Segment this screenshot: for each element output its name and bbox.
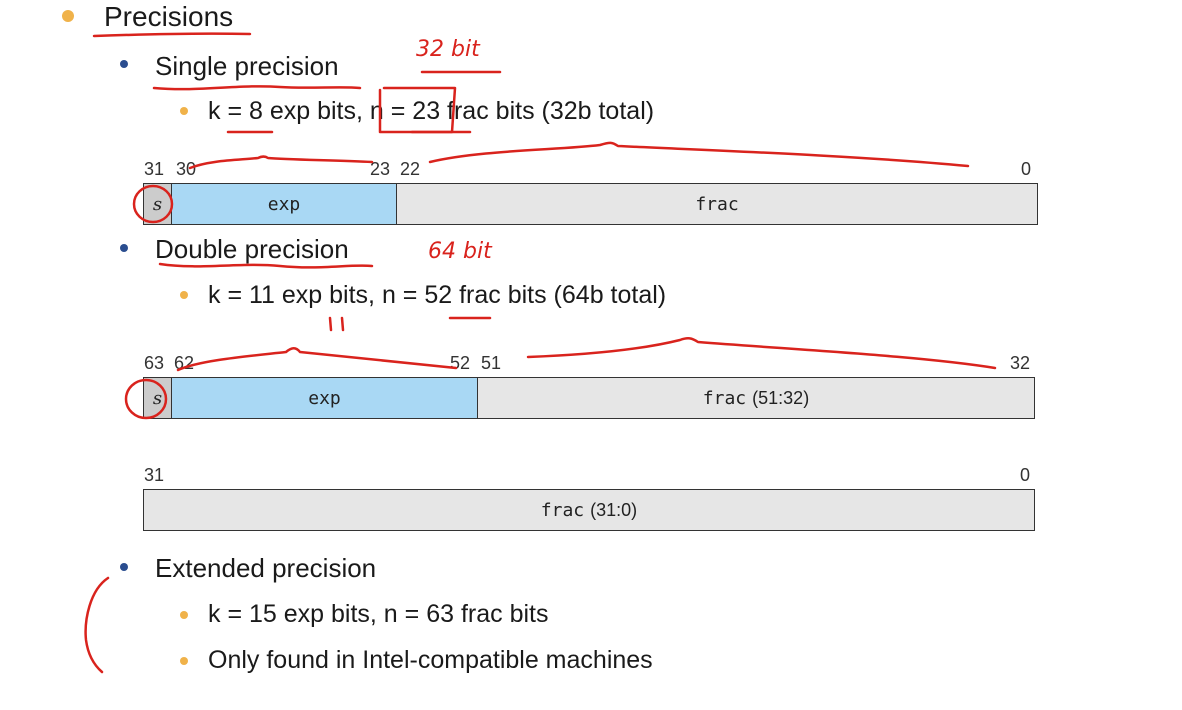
extended-precision-detail-2: Only found in Intel-compatible machines: [208, 646, 653, 674]
bit-52: 52: [450, 353, 471, 373]
frac-field: frac: [397, 184, 1037, 224]
bullet-single-detail: [180, 107, 188, 115]
single-format-diagram: s exp frac: [143, 183, 1038, 225]
double-format-low-word: frac (31:0): [143, 489, 1035, 531]
frac-low-field: frac (31:0): [144, 490, 1034, 530]
exp-field: exp: [172, 378, 478, 418]
frac-low-range: (31:0): [590, 499, 638, 520]
frac-high-label: frac: [702, 387, 747, 409]
note-32-bit: 32 bit: [416, 37, 481, 62]
note-64-bit: 64 bit: [428, 239, 493, 264]
bit-30: 30: [176, 159, 197, 179]
frac-high-range: (51:32): [752, 387, 810, 408]
bullet-single: [120, 60, 128, 68]
bit-62: 62: [174, 353, 195, 373]
bit-31-low: 31: [144, 465, 165, 485]
bit-31: 31: [144, 159, 165, 179]
frac-low-label: frac: [540, 499, 585, 521]
bit-0-low: 0: [1020, 465, 1031, 485]
sign-field: s: [144, 184, 172, 224]
exp-field: exp: [172, 184, 397, 224]
bullet-extended: [120, 563, 128, 571]
extended-precision-label: Extended precision: [155, 553, 377, 583]
bit-32: 32: [1010, 353, 1031, 373]
heading-precisions: Precisions: [104, 1, 234, 32]
double-format-high-word: s exp frac (51:32): [143, 377, 1035, 419]
bit-51: 51: [481, 353, 502, 373]
bullet-heading: [62, 10, 74, 22]
double-precision-label: Double precision: [155, 234, 349, 264]
bit-23: 23: [370, 159, 391, 179]
bit-63: 63: [144, 353, 165, 373]
double-precision-detail: k = 11 exp bits, n = 52 frac bits (64b t…: [208, 281, 667, 309]
bullet-extended-detail-1: [180, 611, 188, 619]
sign-field: s: [144, 378, 172, 418]
bit-0: 0: [1021, 159, 1032, 179]
single-precision-label: Single precision: [155, 51, 339, 81]
frac-high-field: frac (51:32): [478, 378, 1034, 418]
bullet-extended-detail-2: [180, 657, 188, 665]
bit-22: 22: [400, 159, 421, 179]
extended-precision-detail-1: k = 15 exp bits, n = 63 frac bits: [208, 600, 549, 628]
single-precision-detail: k = 8 exp bits, n = 23 frac bits (32b to…: [208, 97, 655, 125]
bullet-double-detail: [180, 291, 188, 299]
bullet-double: [120, 244, 128, 252]
